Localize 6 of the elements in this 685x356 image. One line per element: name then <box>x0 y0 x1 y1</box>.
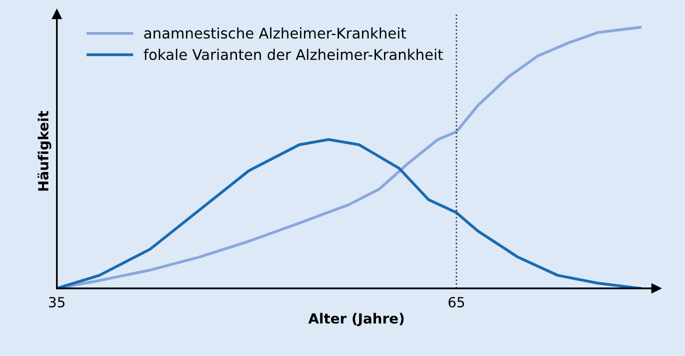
legend-label: anamnestische Alzheimer-Krankheit <box>144 27 406 39</box>
legend-label: fokale Varianten der Alzheimer-Krankheit <box>144 48 443 60</box>
x-axis-title: Alter (Jahre) <box>308 312 404 326</box>
x-tick-label: 65 <box>448 296 464 308</box>
y-axis-title: Häufigkeit <box>38 110 52 191</box>
x-tick-label: 35 <box>49 296 64 308</box>
